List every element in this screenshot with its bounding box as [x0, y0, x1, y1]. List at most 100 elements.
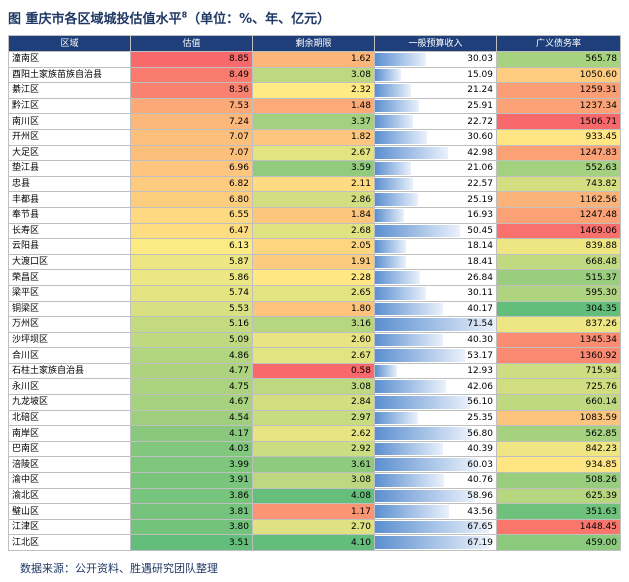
table-row: 南岸区 4.17 2.62 56.80 562.85: [8, 425, 621, 442]
cell-debt-ratio: 1247.83: [496, 144, 621, 162]
cell-valuation: 6.96: [130, 160, 253, 177]
cell-region: 奉节县: [8, 206, 131, 224]
cell-region: 丰都县: [8, 191, 131, 208]
revenue-value: 43.56: [467, 506, 493, 517]
cell-region: 涪陵区: [8, 456, 131, 474]
cell-debt-ratio: 743.82: [496, 175, 621, 193]
table-row: 大足区 7.07 2.67 42.98 1247.83: [8, 144, 621, 162]
cell-debt-ratio: 934.85: [496, 456, 621, 474]
title-prefix: 图: [8, 12, 22, 27]
table-row: 万州区 5.16 3.16 71.54 837.26: [8, 316, 621, 333]
cell-region: 江北区: [8, 534, 131, 551]
cell-debt-ratio: 725.76: [496, 378, 621, 396]
cell-budget-revenue: 42.06: [374, 378, 497, 396]
cell-region: 大渡口区: [8, 253, 131, 271]
cell-remaining-term: 1.80: [252, 300, 375, 318]
revenue-value: 67.19: [467, 537, 493, 548]
table-row: 开州区 7.07 1.82 30.60 933.45: [8, 128, 621, 146]
table-row: 沙坪坝区 5.09 2.60 40.30 1345.34: [8, 331, 621, 349]
revenue-data-bar: [375, 193, 418, 206]
revenue-value: 30.03: [467, 54, 493, 65]
table-row: 丰都县 6.80 2.86 25.19 1162.56: [8, 191, 621, 208]
cell-remaining-term: 1.82: [252, 128, 375, 146]
cell-remaining-term: 2.84: [252, 394, 375, 411]
table-row: 垫江县 6.96 3.59 21.06 552.63: [8, 160, 621, 177]
revenue-value: 60.03: [467, 459, 493, 470]
cell-debt-ratio: 508.26: [496, 472, 621, 489]
cell-region: 渝北区: [8, 487, 131, 505]
cell-region: 垫江县: [8, 160, 131, 177]
cell-remaining-term: 4.08: [252, 487, 375, 505]
revenue-value: 18.14: [467, 241, 493, 252]
revenue-data-bar: [375, 458, 477, 472]
cell-debt-ratio: 1448.45: [496, 518, 621, 536]
revenue-value: 67.65: [467, 522, 493, 533]
table-row: 奉节县 6.55 1.84 16.93 1247.48: [8, 206, 621, 224]
cell-debt-ratio: 842.23: [496, 440, 621, 458]
table-row: 梁平区 5.74 2.65 30.11 595.30: [8, 284, 621, 302]
cell-valuation: 4.54: [130, 409, 253, 427]
table-row: 潼南区 8.85 1.62 30.03 565.78: [8, 51, 621, 68]
cell-remaining-term: 2.65: [252, 284, 375, 302]
cell-region: 酉阳土家族苗族自治县: [8, 66, 131, 84]
revenue-data-bar: [375, 442, 444, 456]
table-row: 巴南区 4.03 2.92 40.39 842.23: [8, 440, 621, 458]
cell-debt-ratio: 933.45: [496, 128, 621, 146]
cell-debt-ratio: 1345.34: [496, 331, 621, 349]
cell-budget-revenue: 16.93: [374, 206, 497, 224]
cell-debt-ratio: 668.48: [496, 253, 621, 271]
revenue-value: 58.96: [467, 490, 493, 501]
cell-debt-ratio: 715.94: [496, 362, 621, 380]
cell-remaining-term: 1.84: [252, 206, 375, 224]
cell-debt-ratio: 1050.60: [496, 66, 621, 84]
revenue-data-bar: [375, 53, 426, 66]
cell-budget-revenue: 60.03: [374, 456, 497, 474]
cell-debt-ratio: 515.37: [496, 269, 621, 286]
cell-debt-ratio: 660.14: [496, 394, 621, 411]
cell-debt-ratio: 552.63: [496, 160, 621, 177]
cell-debt-ratio: 304.35: [496, 300, 621, 318]
cell-remaining-term: 3.37: [252, 113, 375, 130]
revenue-data-bar: [375, 536, 489, 549]
table-row: 渝中区 3.91 3.08 40.76 508.26: [8, 472, 621, 489]
cell-debt-ratio: 1237.34: [496, 97, 621, 115]
cell-remaining-term: 3.59: [252, 160, 375, 177]
table-title: 图 重庆市各区域城投估值水平8（单位：%、年、亿元）: [8, 8, 330, 27]
cell-remaining-term: 2.11: [252, 175, 375, 193]
cell-valuation: 5.74: [130, 284, 253, 302]
table-row: 江津区 3.80 2.70 67.65 1448.45: [8, 518, 621, 536]
cell-valuation: 4.17: [130, 425, 253, 442]
cell-budget-revenue: 71.54: [374, 316, 497, 333]
revenue-data-bar: [375, 427, 472, 440]
revenue-data-bar: [375, 505, 449, 518]
cell-debt-ratio: 1083.59: [496, 409, 621, 427]
cell-debt-ratio: 595.30: [496, 284, 621, 302]
cell-debt-ratio: 839.88: [496, 238, 621, 255]
revenue-data-bar: [375, 130, 427, 144]
cell-budget-revenue: 50.45: [374, 222, 497, 240]
cell-debt-ratio: 565.78: [496, 51, 621, 68]
revenue-value: 12.93: [467, 366, 493, 377]
cell-region: 北碚区: [8, 409, 131, 427]
table-row: 江北区 3.51 4.10 67.19 459.00: [8, 534, 621, 551]
cell-region: 万州区: [8, 316, 131, 333]
cell-valuation: 4.86: [130, 347, 253, 364]
cell-region: 荣昌区: [8, 269, 131, 286]
cell-budget-revenue: 15.09: [374, 66, 497, 84]
cell-budget-revenue: 40.39: [374, 440, 497, 458]
cell-budget-revenue: 56.10: [374, 394, 497, 411]
cell-remaining-term: 2.60: [252, 331, 375, 349]
column-header-valuation: 估值: [130, 35, 253, 52]
revenue-value: 22.57: [467, 179, 493, 190]
cell-region: 开州区: [8, 128, 131, 146]
revenue-data-bar: [375, 286, 426, 300]
cell-budget-revenue: 30.60: [374, 128, 497, 146]
cell-valuation: 3.81: [130, 503, 253, 520]
cell-debt-ratio: 837.26: [496, 316, 621, 333]
cell-budget-revenue: 30.11: [374, 284, 497, 302]
revenue-data-bar: [375, 380, 447, 394]
cell-budget-revenue: 18.14: [374, 238, 497, 255]
cell-valuation: 3.86: [130, 487, 253, 505]
cell-region: 沙坪坝区: [8, 331, 131, 349]
cell-remaining-term: 2.67: [252, 347, 375, 364]
